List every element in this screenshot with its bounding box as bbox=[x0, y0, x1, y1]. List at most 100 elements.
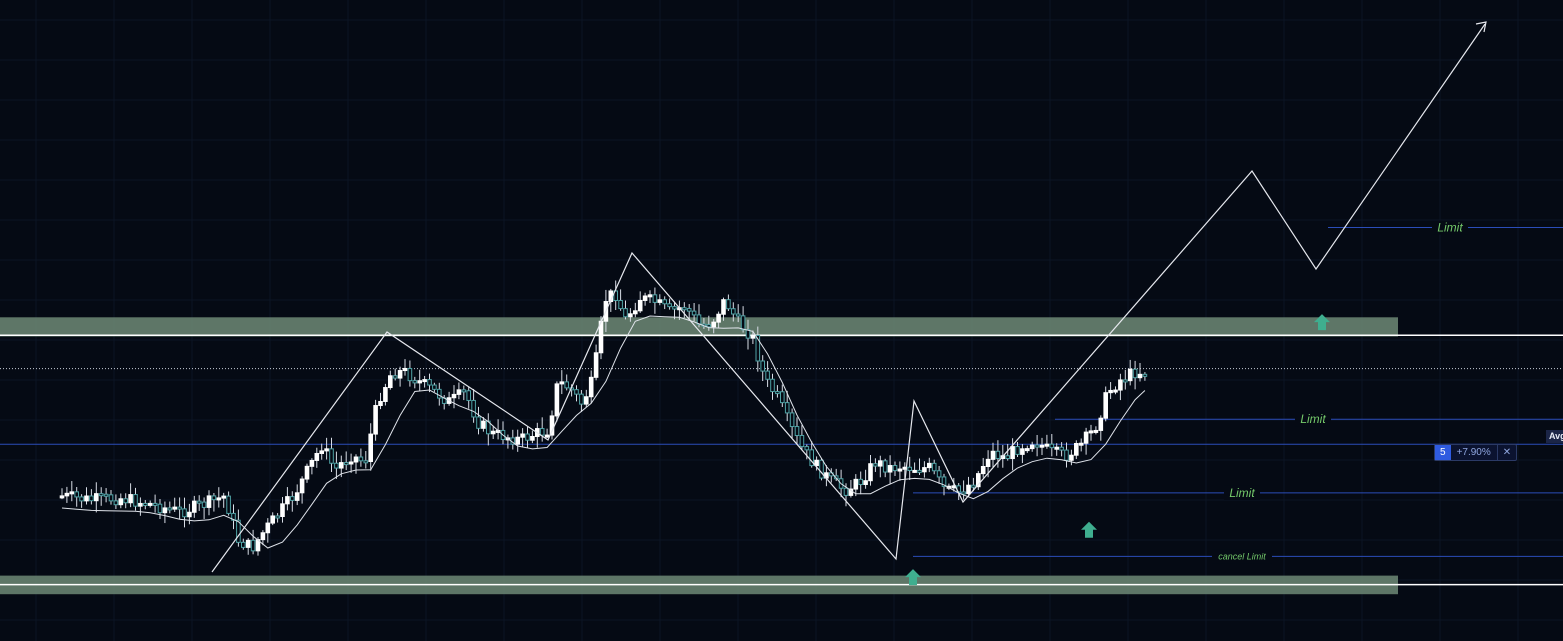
candle bbox=[79, 494, 84, 508]
candle-body bbox=[691, 310, 697, 316]
candle-body bbox=[927, 462, 932, 469]
candle bbox=[402, 359, 408, 376]
candle-body bbox=[1078, 442, 1084, 446]
limit-label-bg bbox=[1432, 220, 1468, 235]
candle bbox=[971, 477, 976, 492]
candle-body bbox=[740, 315, 746, 331]
candle-body bbox=[985, 458, 991, 468]
candle-body bbox=[765, 370, 770, 380]
candle bbox=[392, 368, 398, 381]
candle-body bbox=[711, 321, 717, 328]
candle-body bbox=[167, 507, 173, 511]
candle-body bbox=[750, 334, 756, 339]
candle bbox=[412, 376, 418, 389]
candle bbox=[716, 311, 721, 329]
candle-body bbox=[976, 473, 981, 488]
candle bbox=[1005, 443, 1011, 461]
candle-body bbox=[667, 303, 672, 308]
limit-label: Limit bbox=[1300, 412, 1326, 426]
candle-body bbox=[530, 435, 535, 441]
candle-body bbox=[138, 502, 143, 507]
candle bbox=[294, 484, 300, 506]
candle-body bbox=[1074, 442, 1079, 456]
candle bbox=[853, 474, 859, 497]
candle-body bbox=[1020, 448, 1025, 455]
candle bbox=[471, 388, 476, 423]
candle bbox=[324, 437, 329, 460]
candle-body bbox=[314, 452, 320, 461]
candle bbox=[1108, 382, 1113, 399]
candle-body bbox=[461, 389, 467, 393]
candle-body bbox=[1005, 455, 1011, 460]
candle bbox=[662, 296, 668, 310]
candle bbox=[711, 319, 717, 334]
candle-body bbox=[182, 508, 187, 518]
candle-body bbox=[1123, 379, 1128, 383]
candle-body bbox=[285, 496, 290, 505]
candle bbox=[1088, 424, 1094, 441]
candle-body bbox=[241, 541, 246, 548]
candle-body bbox=[657, 299, 663, 303]
candle-body bbox=[843, 487, 849, 496]
candle bbox=[128, 483, 133, 508]
candle bbox=[966, 476, 971, 498]
candle-body bbox=[64, 492, 70, 497]
candle-body bbox=[912, 469, 917, 473]
candle bbox=[152, 494, 158, 513]
candle-body bbox=[966, 484, 971, 495]
candle bbox=[216, 487, 222, 508]
candle-body bbox=[270, 515, 275, 524]
candle bbox=[481, 417, 486, 432]
candle-body bbox=[329, 448, 334, 464]
candle-body bbox=[113, 500, 119, 506]
candle-body bbox=[1118, 379, 1123, 391]
candle-body bbox=[1015, 446, 1020, 455]
candle bbox=[1132, 360, 1138, 390]
candle-body bbox=[1088, 430, 1094, 434]
candle-body bbox=[1098, 417, 1104, 431]
candle bbox=[299, 476, 305, 504]
candle bbox=[873, 458, 878, 472]
candle-body bbox=[1049, 443, 1055, 449]
candle-body bbox=[216, 497, 222, 501]
candle-body bbox=[172, 506, 177, 510]
candle-body bbox=[123, 498, 129, 504]
candle-body bbox=[368, 433, 373, 462]
candle-body bbox=[682, 307, 687, 311]
candle-body bbox=[236, 519, 241, 543]
candle bbox=[667, 298, 672, 310]
candle-body bbox=[633, 310, 638, 315]
candle-body bbox=[373, 405, 378, 435]
candle-body bbox=[887, 465, 893, 473]
candle-body bbox=[789, 412, 795, 428]
candle bbox=[633, 302, 638, 318]
candle-body bbox=[402, 367, 408, 372]
candle bbox=[770, 373, 775, 400]
candle bbox=[157, 498, 163, 520]
candle-body bbox=[995, 450, 1001, 459]
position-badge[interactable]: 5 +7.90% ✕ bbox=[1434, 444, 1518, 461]
limit-label-bg bbox=[1295, 412, 1331, 427]
candle bbox=[682, 302, 687, 318]
candle-body bbox=[760, 360, 766, 372]
close-position-icon[interactable]: ✕ bbox=[1502, 447, 1512, 458]
candle-body bbox=[922, 467, 927, 473]
candle-body bbox=[231, 512, 236, 521]
candle-body bbox=[1039, 444, 1045, 448]
candle-body bbox=[94, 493, 99, 502]
candle-body bbox=[672, 306, 677, 310]
candle-body bbox=[456, 389, 462, 395]
candle bbox=[206, 490, 212, 516]
candle bbox=[858, 471, 864, 495]
candle-body bbox=[245, 539, 251, 548]
candle-body bbox=[319, 450, 324, 454]
candle bbox=[917, 458, 922, 475]
candle-body bbox=[250, 539, 256, 552]
candle-body bbox=[878, 460, 883, 467]
candle-body bbox=[735, 313, 741, 317]
candle bbox=[593, 344, 599, 381]
candle bbox=[388, 370, 393, 390]
candle-body bbox=[539, 428, 545, 436]
